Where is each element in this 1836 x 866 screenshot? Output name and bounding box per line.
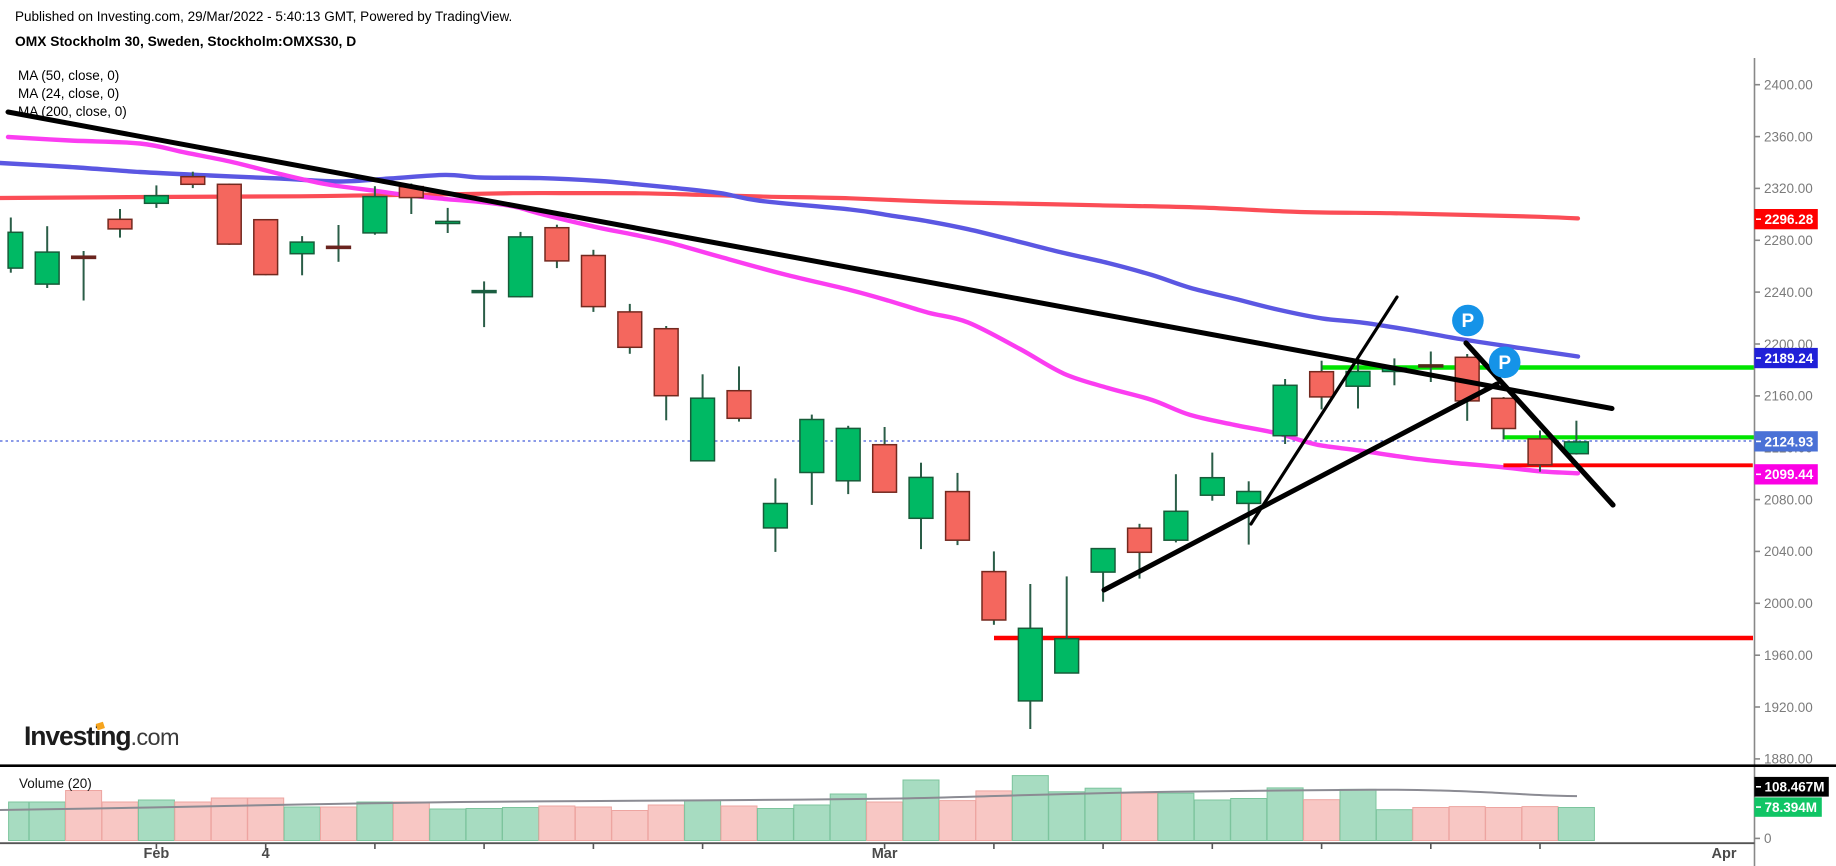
svg-text:MA (24, close, 0): MA (24, close, 0) bbox=[18, 86, 119, 101]
svg-text:108.467M: 108.467M bbox=[1765, 780, 1825, 795]
svg-text:1960.00: 1960.00 bbox=[1764, 648, 1813, 663]
svg-text:Apr: Apr bbox=[1712, 846, 1737, 862]
svg-text:OMX Stockholm 30, Sweden, Stoc: OMX Stockholm 30, Sweden, Stockholm:OMXS… bbox=[15, 34, 356, 49]
svg-text:2320.00: 2320.00 bbox=[1764, 181, 1813, 196]
svg-text:0: 0 bbox=[1764, 831, 1772, 846]
svg-text:2280.00: 2280.00 bbox=[1764, 233, 1813, 248]
svg-text:2160.00: 2160.00 bbox=[1764, 389, 1813, 404]
svg-text:2000.00: 2000.00 bbox=[1764, 596, 1813, 611]
svg-text:MA (200, close, 0): MA (200, close, 0) bbox=[18, 104, 127, 119]
svg-text:Mar: Mar bbox=[872, 846, 898, 862]
svg-text:2360.00: 2360.00 bbox=[1764, 129, 1813, 144]
svg-text:2040.00: 2040.00 bbox=[1764, 544, 1813, 559]
svg-text:2080.00: 2080.00 bbox=[1764, 492, 1813, 507]
svg-text:Feb: Feb bbox=[144, 846, 170, 862]
svg-text:1920.00: 1920.00 bbox=[1764, 700, 1813, 715]
svg-text:2400.00: 2400.00 bbox=[1764, 78, 1813, 93]
svg-text:78.394M: 78.394M bbox=[1765, 800, 1818, 815]
svg-text:2124.93: 2124.93 bbox=[1765, 434, 1814, 449]
svg-text:MA (50, close, 0): MA (50, close, 0) bbox=[18, 68, 119, 83]
svg-text:2099.44: 2099.44 bbox=[1765, 467, 1814, 482]
svg-text:Volume (20): Volume (20) bbox=[19, 776, 92, 791]
svg-text:P: P bbox=[1498, 353, 1511, 374]
svg-text:2296.28: 2296.28 bbox=[1765, 212, 1814, 227]
svg-text:P: P bbox=[1462, 311, 1475, 332]
svg-text:4: 4 bbox=[262, 846, 270, 862]
svg-text:2189.24: 2189.24 bbox=[1765, 351, 1814, 366]
svg-text:2240.00: 2240.00 bbox=[1764, 285, 1813, 300]
svg-text:1880.00: 1880.00 bbox=[1764, 752, 1813, 767]
svg-text:Published on Investing.com, 29: Published on Investing.com, 29/Mar/2022 … bbox=[15, 9, 512, 24]
